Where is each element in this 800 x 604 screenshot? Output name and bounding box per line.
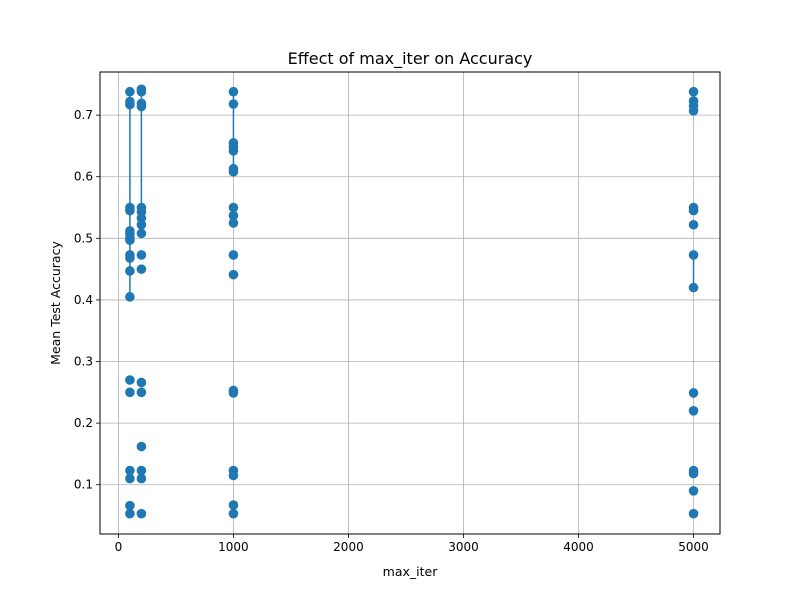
data-point <box>125 86 135 97</box>
data-point <box>136 441 147 452</box>
y-tick-label: 0.6 <box>74 170 93 184</box>
x-tick-label: 0 <box>115 540 123 554</box>
data-point <box>688 205 699 216</box>
data-point <box>136 101 147 112</box>
data-point <box>228 470 239 481</box>
data-point <box>228 250 239 260</box>
data-point <box>688 250 699 260</box>
data-point <box>228 508 239 519</box>
data-point <box>136 213 147 223</box>
y-tick-label: 0.1 <box>74 478 93 492</box>
y-tick-label: 0.3 <box>74 355 93 369</box>
data-point <box>125 375 135 385</box>
data-point <box>688 282 699 293</box>
data-point <box>136 250 147 260</box>
data-point <box>136 387 147 398</box>
data-point <box>136 508 147 519</box>
data-point <box>688 219 699 230</box>
plot-area <box>100 72 720 534</box>
data-point <box>228 500 239 510</box>
grid-lines <box>100 72 720 534</box>
data-point <box>688 86 699 97</box>
data-point <box>228 146 239 156</box>
data-point <box>136 473 147 484</box>
data-point <box>688 468 699 479</box>
data-point <box>125 500 135 511</box>
data-point <box>125 235 135 245</box>
chart-title: Effect of max_iter on Accuracy <box>288 49 533 69</box>
x-tick-label: 2000 <box>333 540 364 554</box>
data-point <box>136 86 147 97</box>
data-point <box>125 253 135 263</box>
y-tick-label: 0.7 <box>74 108 93 122</box>
data-point <box>125 508 135 519</box>
data-point <box>136 228 147 239</box>
y-tick-label: 0.2 <box>74 416 93 430</box>
data-point <box>228 166 239 177</box>
data-point <box>136 377 147 388</box>
data-point <box>228 86 239 97</box>
data-point <box>125 266 135 276</box>
y-axis-label: Mean Test Accuracy <box>48 241 63 365</box>
data-point <box>125 465 135 476</box>
plot-frame <box>99 71 721 535</box>
data-point <box>125 99 135 110</box>
data-point <box>125 473 135 484</box>
data-point <box>228 218 239 228</box>
data-point <box>136 264 147 274</box>
data-point <box>688 388 699 398</box>
data-point <box>688 406 699 416</box>
data-point <box>228 210 239 221</box>
data-points <box>125 84 699 519</box>
x-axis-ticks: 0 1000 2000 3000 4000 5000 <box>115 534 709 554</box>
x-tick-label: 1000 <box>218 540 249 554</box>
y-tick-label: 0.4 <box>74 293 93 307</box>
data-point <box>688 106 699 116</box>
y-tick-label: 0.5 <box>74 231 93 245</box>
data-point <box>228 99 239 109</box>
data-point <box>228 388 239 398</box>
x-tick-label: 3000 <box>448 540 479 554</box>
data-point <box>688 486 699 496</box>
x-tick-label: 5000 <box>678 540 709 554</box>
data-point <box>136 219 147 230</box>
data-point <box>228 269 239 280</box>
data-point <box>136 465 147 476</box>
x-axis-label: max_iter <box>383 564 439 579</box>
y-axis-ticks: 0.1 0.2 0.3 0.4 0.5 0.6 0.7 <box>74 108 100 492</box>
data-point <box>125 292 135 302</box>
data-point <box>688 508 699 519</box>
x-tick-label: 4000 <box>563 540 594 554</box>
data-point <box>228 202 239 213</box>
data-point <box>125 387 135 398</box>
data-point <box>125 205 135 216</box>
